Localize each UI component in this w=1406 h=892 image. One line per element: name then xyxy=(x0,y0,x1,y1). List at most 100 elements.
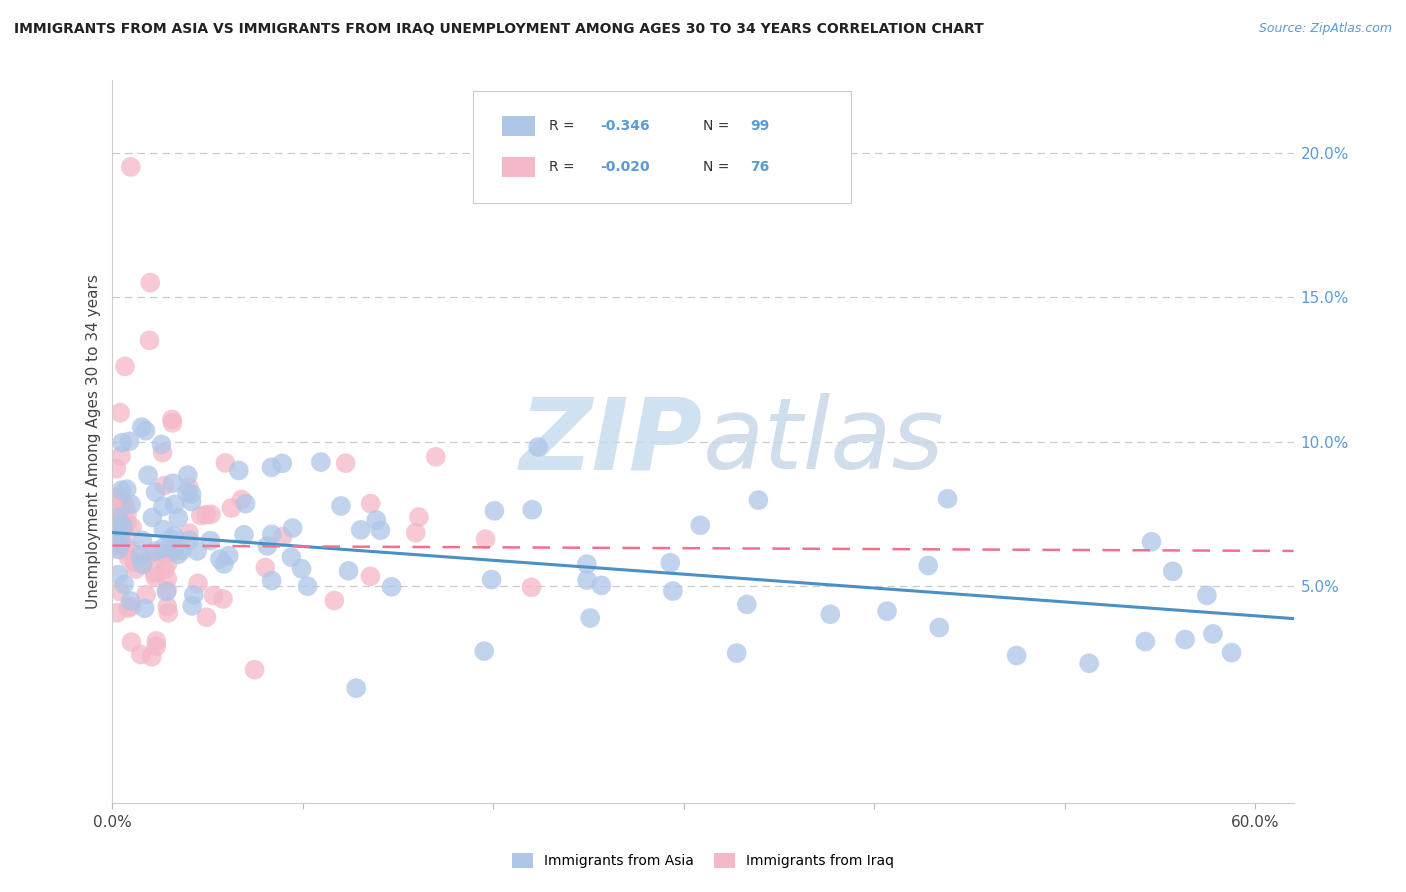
Text: 76: 76 xyxy=(751,160,769,174)
Bar xyxy=(502,116,536,136)
Point xyxy=(360,497,382,511)
Point xyxy=(271,530,294,544)
Point xyxy=(747,493,769,508)
Point xyxy=(120,497,142,511)
Point xyxy=(143,570,166,584)
Point xyxy=(139,547,162,561)
Point xyxy=(134,424,156,438)
Point xyxy=(208,552,231,566)
Point xyxy=(152,500,174,514)
Point xyxy=(472,644,495,658)
Point xyxy=(120,543,142,558)
Point xyxy=(1135,634,1157,648)
Point xyxy=(141,510,163,524)
Point xyxy=(186,544,208,558)
Point xyxy=(121,520,143,534)
Point xyxy=(170,543,193,558)
Point xyxy=(1195,588,1218,602)
Point xyxy=(271,456,294,470)
Point xyxy=(260,574,283,588)
Point xyxy=(157,606,180,620)
Point xyxy=(280,550,302,565)
Point xyxy=(180,494,202,508)
Point xyxy=(107,516,129,530)
Point xyxy=(134,601,156,615)
Point xyxy=(112,577,135,591)
Text: N =: N = xyxy=(703,160,734,174)
Point xyxy=(162,416,184,430)
Point xyxy=(1202,627,1225,641)
Text: IMMIGRANTS FROM ASIA VS IMMIGRANTS FROM IRAQ UNEMPLOYMENT AMONG AGES 30 TO 34 YE: IMMIGRANTS FROM ASIA VS IMMIGRANTS FROM … xyxy=(14,22,984,37)
Point xyxy=(190,508,212,523)
Point xyxy=(662,584,685,599)
Point xyxy=(309,455,332,469)
Point xyxy=(195,508,218,522)
Point xyxy=(111,435,134,450)
Point xyxy=(139,276,162,290)
Point xyxy=(381,580,404,594)
Point xyxy=(110,516,132,530)
Point xyxy=(108,488,131,502)
Point xyxy=(108,406,131,420)
Point xyxy=(149,547,172,561)
Point xyxy=(183,588,205,602)
Point xyxy=(725,646,748,660)
Point xyxy=(167,511,190,525)
Point xyxy=(153,562,176,576)
Point xyxy=(120,594,142,608)
Point xyxy=(107,521,129,535)
FancyBboxPatch shape xyxy=(472,91,851,203)
Point xyxy=(152,445,174,459)
Point xyxy=(162,476,184,491)
Point xyxy=(200,533,222,548)
Point xyxy=(297,579,319,593)
Text: N =: N = xyxy=(703,119,734,133)
Point xyxy=(163,497,186,511)
Point xyxy=(243,663,266,677)
Point xyxy=(105,504,128,518)
Point xyxy=(233,528,256,542)
Point xyxy=(155,584,177,599)
Point xyxy=(156,599,179,614)
Point xyxy=(928,620,950,634)
Point xyxy=(107,542,129,557)
Point xyxy=(579,611,602,625)
Point xyxy=(136,468,159,483)
Point xyxy=(145,485,167,500)
Point xyxy=(111,535,134,549)
Point xyxy=(256,539,278,553)
Point xyxy=(484,504,506,518)
Point xyxy=(659,556,682,570)
Point xyxy=(108,584,131,599)
Point xyxy=(195,610,218,624)
Point xyxy=(180,487,202,501)
Point xyxy=(260,527,283,541)
Point xyxy=(125,562,148,576)
Legend: Immigrants from Asia, Immigrants from Iraq: Immigrants from Asia, Immigrants from Ir… xyxy=(512,854,894,868)
Point xyxy=(153,478,176,492)
Point xyxy=(1005,648,1028,663)
Point xyxy=(212,591,235,606)
Point xyxy=(115,538,138,552)
Point xyxy=(202,589,225,603)
Point xyxy=(735,598,758,612)
Point xyxy=(114,359,136,374)
Point xyxy=(129,549,152,563)
Point xyxy=(218,549,240,563)
Point xyxy=(689,518,711,533)
Point xyxy=(159,545,181,559)
Point xyxy=(917,558,939,573)
Text: atlas: atlas xyxy=(703,393,945,490)
Point xyxy=(1174,632,1197,647)
Point xyxy=(112,518,135,533)
Point xyxy=(160,533,183,547)
Y-axis label: Unemployment Among Ages 30 to 34 years: Unemployment Among Ages 30 to 34 years xyxy=(86,274,101,609)
Point xyxy=(107,510,129,524)
Point xyxy=(117,601,139,615)
Point xyxy=(330,499,353,513)
Point xyxy=(231,492,253,507)
Point xyxy=(200,508,222,522)
Point xyxy=(152,523,174,537)
Point xyxy=(281,521,304,535)
Point xyxy=(131,420,153,434)
